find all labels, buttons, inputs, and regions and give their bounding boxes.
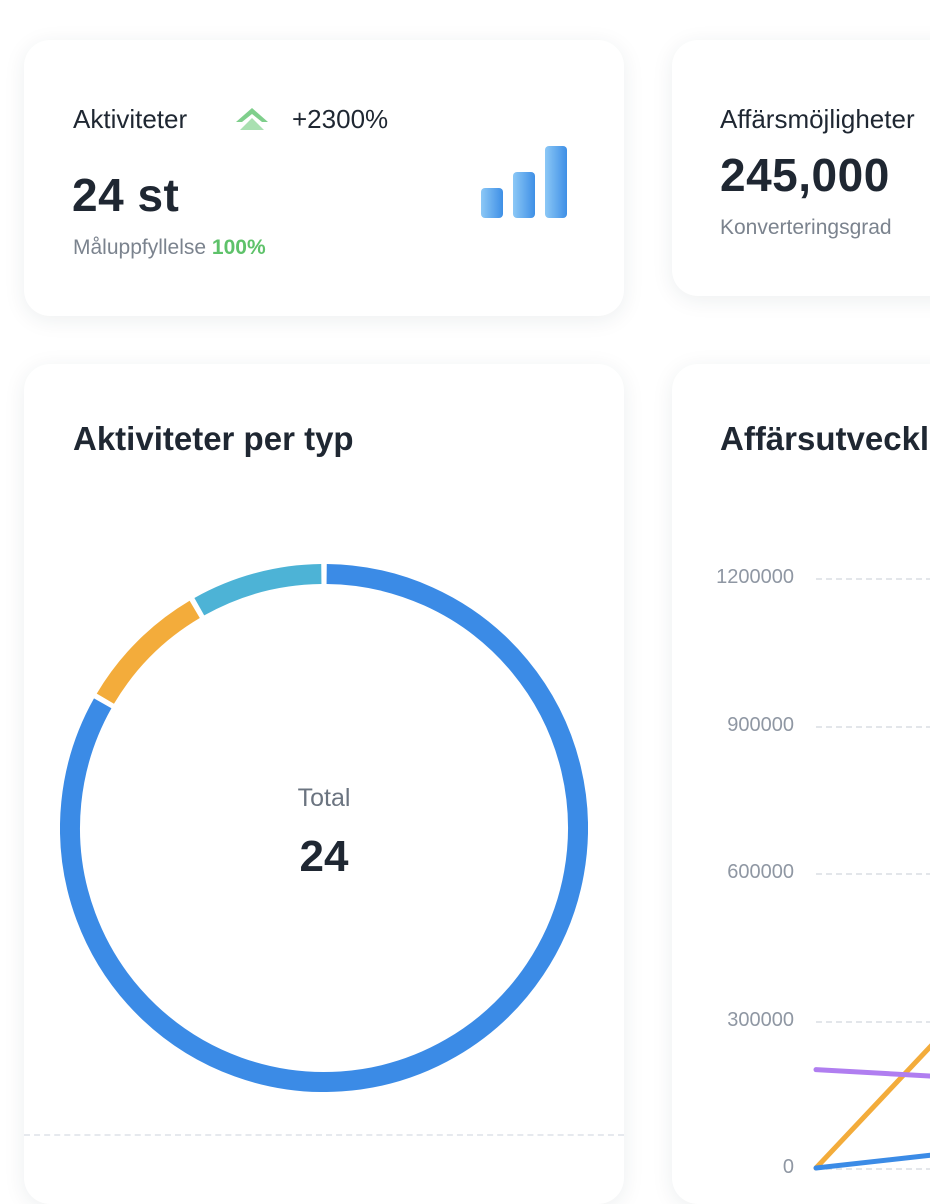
activities-trend-value: +2300%	[292, 104, 389, 134]
activities-goal-line: Måluppfyllelse 100%	[73, 236, 266, 260]
y-tick-label: 1200000	[716, 566, 794, 588]
y-tick-label: 900000	[727, 713, 794, 736]
conversion-rate-label: Konverteringsgrad	[720, 216, 892, 239]
donut-slice-0[interactable]	[60, 564, 588, 1092]
y-tick-label: 300000	[727, 1008, 794, 1031]
grid-line	[816, 1020, 930, 1023]
grid-line	[816, 873, 930, 875]
business-development-title: Affärsutveckling	[720, 420, 930, 457]
goal-label: Måluppfyllelse	[73, 236, 207, 259]
activities-by-type-card: Aktiviteter per typ Total 24	[24, 364, 624, 1204]
business-development-card: Affärsutveckling 1200000 900000 600000 3000…	[672, 364, 930, 1204]
goal-value: 100%	[211, 236, 266, 259]
business-development-line-chart: 1200000 900000 600000 300000 0	[672, 364, 930, 1204]
grid-line	[816, 725, 930, 728]
donut-total-value: 24	[299, 832, 349, 881]
opportunities-kpi-value: 245,000	[720, 149, 890, 201]
trend-up-icon	[236, 108, 268, 130]
donut-slice-2[interactable]	[194, 564, 322, 616]
donut-total-label: Total	[297, 784, 351, 812]
donut-slice-1[interactable]	[96, 600, 200, 704]
signal-bars-icon	[481, 146, 567, 218]
activities-kpi-title: Aktiviteter	[73, 104, 188, 134]
line-series-1[interactable]	[813, 1067, 930, 1080]
activities-donut-chart	[60, 564, 588, 1092]
card-divider	[24, 1134, 624, 1136]
opportunities-kpi-title: Affärsmöjligheter	[720, 104, 915, 134]
activities-kpi-value: 24 st	[72, 169, 180, 221]
y-tick-label: 600000	[727, 861, 794, 883]
activities-by-type-title: Aktiviteter per typ	[73, 420, 354, 457]
line-series-layer	[813, 1043, 930, 1171]
opportunities-kpi-card: Affärsmöjligheter 245,000 Konverteringsg…	[672, 40, 930, 296]
activities-kpi-card: Aktiviteter +2300% 24 st Måluppfyllelse …	[24, 40, 624, 316]
grid-line	[816, 578, 930, 580]
